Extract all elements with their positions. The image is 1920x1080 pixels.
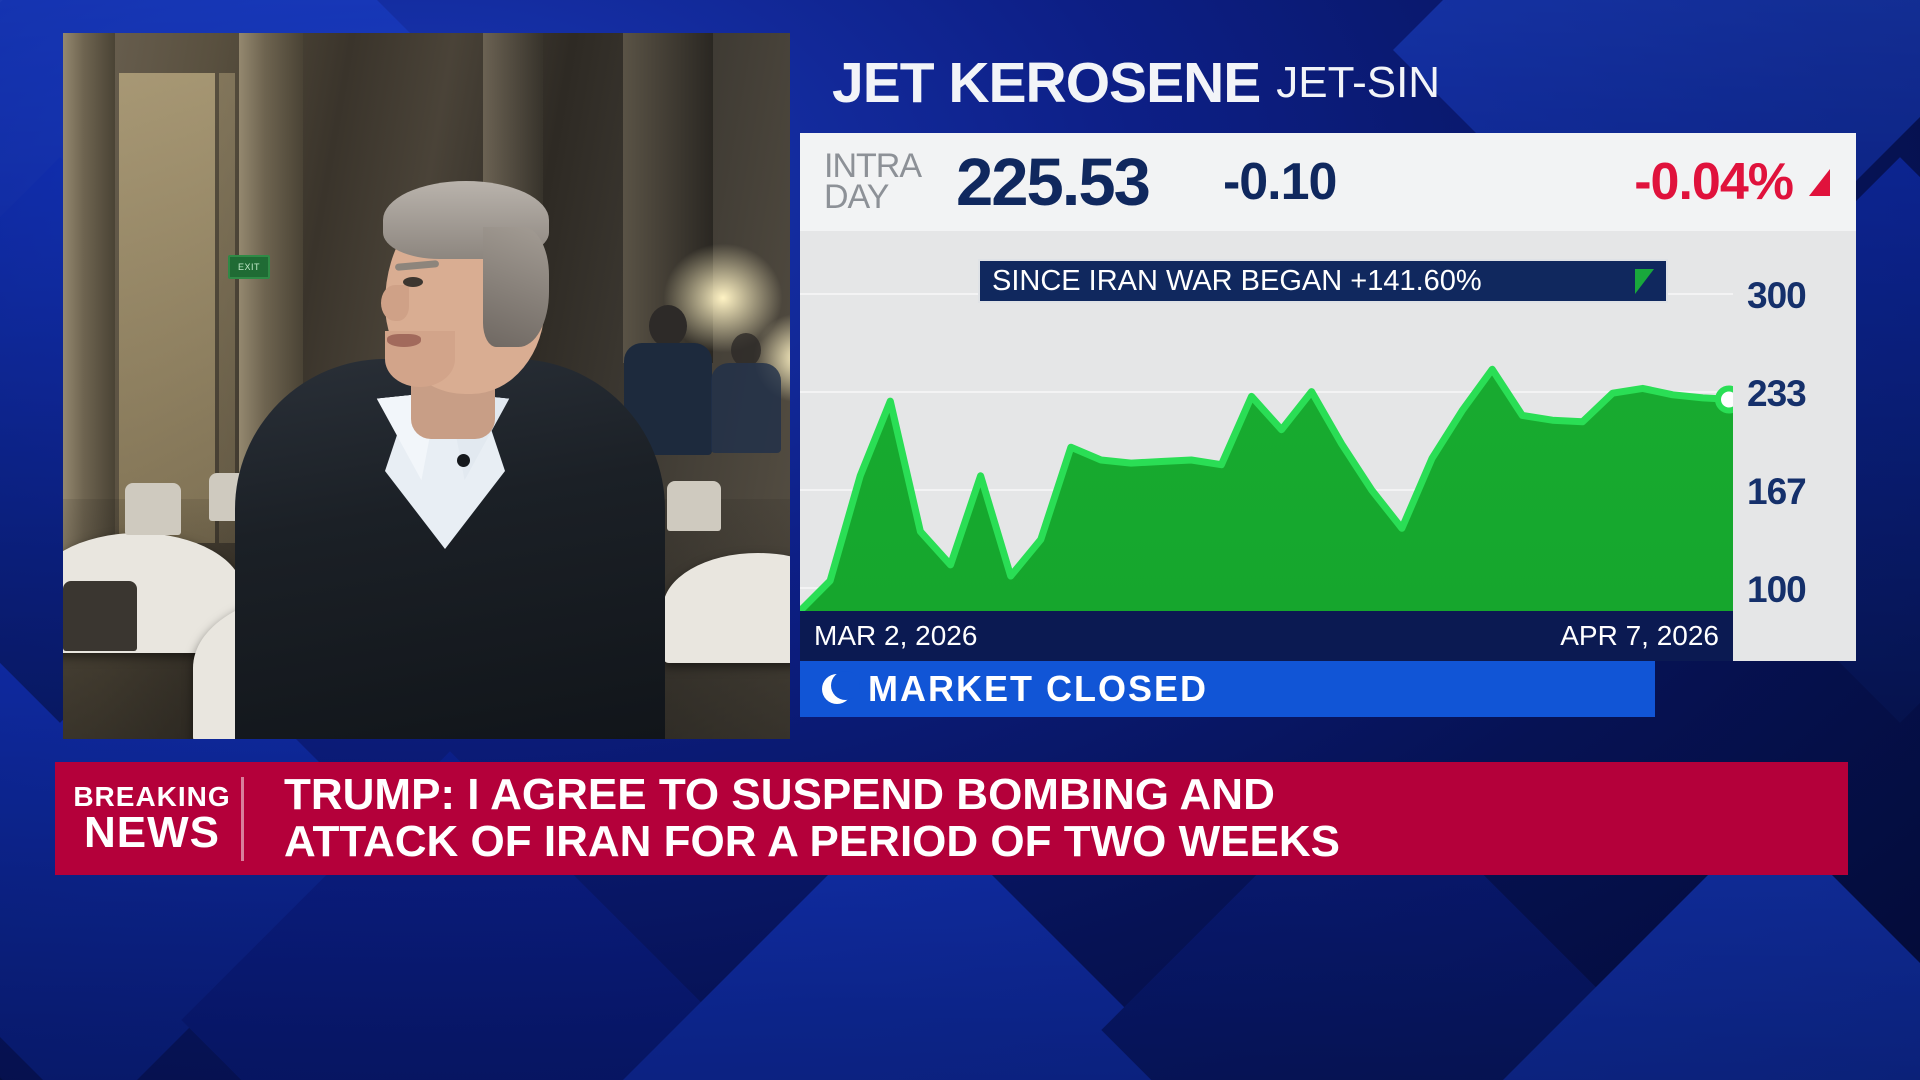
chart-start-date: MAR 2, 2026 <box>814 620 978 651</box>
subject-eye <box>403 277 423 287</box>
quote-period-line1: INTRA <box>824 146 922 185</box>
price-chart: SINCE IRAN WAR BEGAN +141.60% <box>800 231 1856 661</box>
quote-change: -0.10 <box>1222 153 1338 211</box>
y-tick-300: 300 <box>1747 275 1807 316</box>
breaking-news-brand: BREAKING NEWS <box>55 780 241 857</box>
interview-subject <box>235 99 665 739</box>
moon-icon <box>822 671 860 704</box>
ticker-panel: JET KEROSENE JET-SIN INTRA DAY 225.53 -0… <box>800 33 1856 717</box>
breaking-news-banner: BREAKING NEWS TRUMP: I AGREE TO SUSPEND … <box>55 762 1848 875</box>
chart-line <box>800 365 1733 615</box>
chart-last-point-marker <box>1715 385 1733 414</box>
triangle-up-green-icon <box>1635 268 1654 294</box>
wall-door-panel <box>219 73 235 543</box>
gridline <box>800 391 1733 393</box>
market-status-bar: MARKET CLOSED <box>800 661 1655 717</box>
banner-divider <box>241 776 244 861</box>
breaking-news-headline: TRUMP: I AGREE TO SUSPEND BOMBING AND AT… <box>284 770 1340 866</box>
since-war-banner: SINCE IRAN WAR BEGAN +141.60% <box>978 259 1668 303</box>
y-tick-167: 167 <box>1747 471 1807 512</box>
news-label: NEWS <box>84 807 220 857</box>
breaking-label: BREAKING <box>73 780 231 812</box>
ticker-name: JET KEROSENE <box>832 51 1261 115</box>
y-tick-233: 233 <box>1747 373 1807 414</box>
headline-line-2: ATTACK OF IRAN FOR A PERIOD OF TWO WEEKS <box>284 816 1340 866</box>
wall-door-panel <box>119 73 215 543</box>
chart-end-date: APR 7, 2026 <box>1560 620 1719 651</box>
triangle-down-icon <box>1809 168 1830 196</box>
y-tick-100: 100 <box>1747 569 1807 610</box>
chart-svg <box>800 365 1733 661</box>
background-person <box>711 333 781 453</box>
exit-sign: EXIT <box>228 255 270 279</box>
chair <box>63 581 137 651</box>
ticker-symbol: JET-SIN <box>1276 58 1441 107</box>
chair <box>125 483 181 535</box>
chart-date-axis: MAR 2, 2026 APR 7, 2026 <box>800 611 1733 661</box>
quote-period-label: INTRA DAY <box>824 146 944 216</box>
video-feed: EXIT <box>63 33 790 739</box>
chart-area-fill <box>800 369 1733 661</box>
ticker-title: JET KEROSENE JET-SIN <box>800 33 1856 133</box>
headline-line-1: TRUMP: I AGREE TO SUSPEND BOMBING AND <box>284 770 1275 820</box>
subject-nose <box>381 285 409 321</box>
since-war-text: SINCE IRAN WAR BEGAN +141.60% <box>992 264 1482 297</box>
quote-change-percent-value: -0.04% <box>1634 153 1794 211</box>
chair <box>667 481 721 531</box>
quote-change-percent: -0.04% <box>1634 152 1830 212</box>
chart-plot-area: MAR 2, 2026 APR 7, 2026 <box>800 231 1733 661</box>
subject-hair-side <box>483 227 549 347</box>
lapel-microphone <box>457 454 470 467</box>
market-status-label: MARKET CLOSED <box>868 668 1208 709</box>
subject-mouth <box>387 334 421 347</box>
chart-y-axis: 300 233 167 100 <box>1733 231 1856 661</box>
background-person <box>623 305 713 455</box>
quote-period-line2: DAY <box>824 178 889 216</box>
quote-bar: INTRA DAY 225.53 -0.10 -0.04% <box>800 133 1856 231</box>
quote-last-price: 225.53 <box>956 144 1151 220</box>
